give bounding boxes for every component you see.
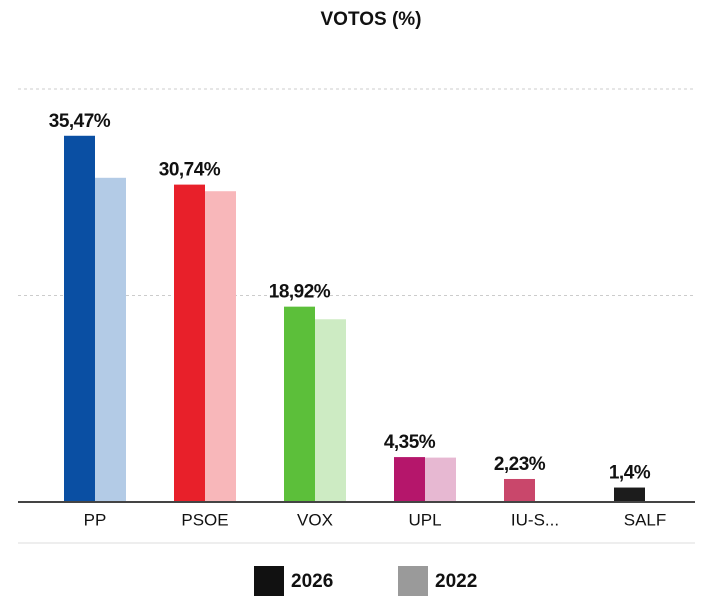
x-tick-label: IU-S... <box>511 510 559 529</box>
bar <box>614 487 645 502</box>
x-tick-label: SALF <box>624 510 667 529</box>
x-tick-label: UPL <box>408 510 441 529</box>
bar <box>174 184 205 502</box>
data-label: 30,74% <box>159 160 221 181</box>
legend-label: 2026 <box>291 571 333 592</box>
bar <box>504 478 535 502</box>
x-tick-label: PSOE <box>181 510 228 529</box>
bar <box>205 191 236 502</box>
bar <box>284 306 315 502</box>
data-label: 35,47% <box>49 111 111 132</box>
data-label: 4,35% <box>384 432 436 453</box>
data-label: 18,92% <box>269 282 331 303</box>
legend-swatch <box>254 566 284 596</box>
bar <box>425 457 456 502</box>
bar <box>315 319 346 502</box>
data-label: 1,4% <box>609 463 651 484</box>
bar <box>95 177 126 503</box>
x-tick-label: PP <box>84 510 107 529</box>
legend-label: 2022 <box>435 571 477 592</box>
x-tick-label: VOX <box>297 510 333 529</box>
data-label: 2,23% <box>494 454 546 475</box>
legend-swatch <box>398 566 428 596</box>
chart-title: VOTOS (%) <box>321 9 422 30</box>
bar <box>394 457 425 502</box>
bar <box>64 135 95 502</box>
